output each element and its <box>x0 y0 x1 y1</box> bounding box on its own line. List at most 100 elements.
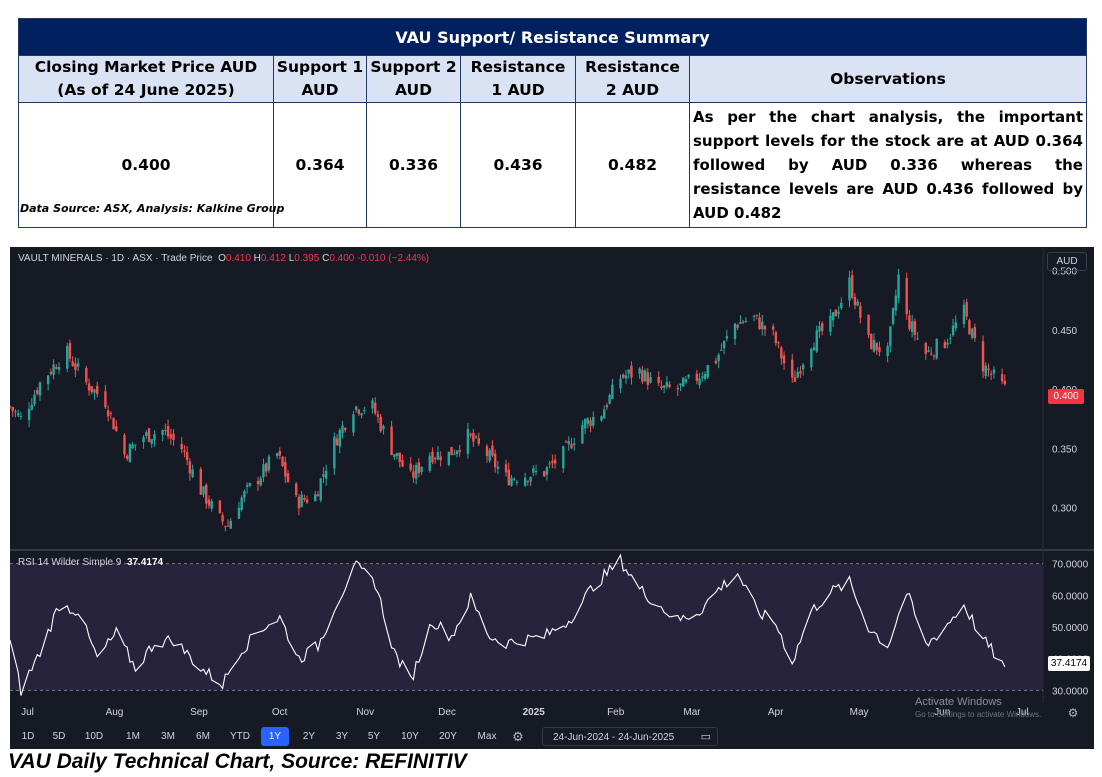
axis-settings-icon[interactable]: ⚙ <box>1067 706 1079 720</box>
candle-body <box>472 433 475 442</box>
candle-body <box>466 429 470 454</box>
candle-body <box>725 336 729 339</box>
candle-body <box>970 328 974 338</box>
candle-body <box>649 376 652 383</box>
candle-body <box>965 302 968 317</box>
candle-body <box>739 322 742 324</box>
candle-body <box>363 409 366 411</box>
candle-body <box>395 453 399 456</box>
candle-body <box>205 484 208 504</box>
candle-body <box>891 308 895 324</box>
timeframe-20y[interactable]: 20Y <box>439 731 457 742</box>
timeframe-10y[interactable]: 10Y <box>401 731 419 742</box>
timeframe-2y[interactable]: 2Y <box>302 731 316 742</box>
high-value: 0.412 <box>260 253 286 264</box>
candle-body <box>439 456 442 461</box>
candle-body <box>829 315 832 332</box>
candle-body <box>586 418 590 424</box>
timeframe-max[interactable]: Max <box>477 731 497 742</box>
candle-body <box>126 455 129 459</box>
candle-body <box>567 441 570 445</box>
candle-body <box>717 354 720 362</box>
candle-body <box>267 456 271 471</box>
price-chart[interactable]: 0.500 0.450 0.400 0.350 0.300 70.0000 60.0000 5… <box>10 247 1094 749</box>
candle-body <box>382 425 385 430</box>
candle-body <box>240 497 243 510</box>
candle-body <box>763 325 767 330</box>
time-tick-label: Nov <box>356 707 374 718</box>
timeframe-1y[interactable]: 1Y <box>261 727 289 746</box>
candle-body <box>548 463 551 465</box>
candle-body <box>592 416 595 426</box>
candle-body <box>507 469 510 486</box>
candle-body <box>722 340 726 349</box>
candle-body <box>27 408 31 421</box>
candle-body <box>474 436 478 438</box>
candle-body <box>856 301 859 306</box>
candle-body <box>897 274 900 299</box>
timeframe-3m[interactable]: 3M <box>161 731 175 742</box>
low-label: L <box>288 253 295 264</box>
candle-body <box>870 334 873 350</box>
candle-body <box>166 425 170 437</box>
candle-body <box>183 450 186 452</box>
candle-body <box>818 326 821 332</box>
candle-body <box>493 453 497 467</box>
time-tick-label: Feb <box>607 707 625 718</box>
candle-body <box>259 478 262 486</box>
candle-body <box>665 382 669 387</box>
candle-body <box>954 322 957 329</box>
candle-body <box>894 295 898 311</box>
candle-body <box>485 446 489 457</box>
candle-body <box>513 478 516 480</box>
header-resistance-2: Resistance 2 AUD <box>575 55 690 103</box>
candle-body <box>992 369 996 374</box>
candle-body <box>14 411 17 413</box>
candle-body <box>262 464 265 478</box>
price-tick-label: 0.500 <box>1052 267 1077 278</box>
timeframe-ytd[interactable]: YTD <box>230 731 250 742</box>
open-label: O <box>218 253 226 264</box>
candle-body <box>981 341 985 372</box>
candle-body <box>780 347 783 359</box>
candle-body <box>630 365 633 378</box>
date-range-picker[interactable]: 24-Jun-2024 - 24-Jun-2025 ▭ <box>542 727 718 746</box>
candle-body <box>799 371 802 374</box>
candle-body <box>1000 374 1004 382</box>
candle-body <box>71 361 74 366</box>
timeframe-10d[interactable]: 10D <box>84 731 104 742</box>
timeframe-5y[interactable]: 5Y <box>367 731 381 742</box>
chart-settings-icon[interactable]: ⚙ <box>512 729 524 744</box>
candle-body <box>602 409 606 419</box>
candle-body <box>68 342 72 359</box>
timeframe-1d[interactable]: 1D <box>21 731 35 742</box>
candle-body <box>801 364 805 370</box>
candle-body <box>491 445 494 456</box>
timeframe-3y[interactable]: 3Y <box>335 731 349 742</box>
change-value: -0.010 (−2.44%) <box>357 253 430 264</box>
calendar-icon: ▭ <box>700 731 711 743</box>
candle-body <box>104 391 107 408</box>
candle-body <box>752 315 756 317</box>
candle-body <box>951 325 955 336</box>
candle-body <box>812 347 816 351</box>
candle-body <box>583 419 587 429</box>
candle-body <box>488 450 491 461</box>
chart-canvas[interactable]: 0.500 0.450 0.400 0.350 0.300 70.0000 60.0000 5… <box>10 247 1094 724</box>
candle-body <box>450 446 453 456</box>
table-title: VAU Support/ Resistance Summary <box>18 18 1087 56</box>
time-tick-label: Jun <box>934 707 950 718</box>
candle-body <box>624 375 628 379</box>
support-resistance-table: VAU Support/ Resistance Summary Closing … <box>18 18 1087 228</box>
candle-body <box>758 317 761 330</box>
candle-body <box>371 400 374 409</box>
currency-selector[interactable]: AUD <box>1047 252 1087 271</box>
timeframe-1m[interactable]: 1M <box>126 731 140 742</box>
candle-body <box>605 405 609 408</box>
timeframe-5d[interactable]: 5D <box>52 731 66 742</box>
close-label: C <box>322 253 330 264</box>
value-observation: As per the chart analysis, the important… <box>689 102 1087 228</box>
candle-body <box>701 376 704 378</box>
candle-body <box>226 525 230 527</box>
timeframe-6m[interactable]: 6M <box>196 731 210 742</box>
